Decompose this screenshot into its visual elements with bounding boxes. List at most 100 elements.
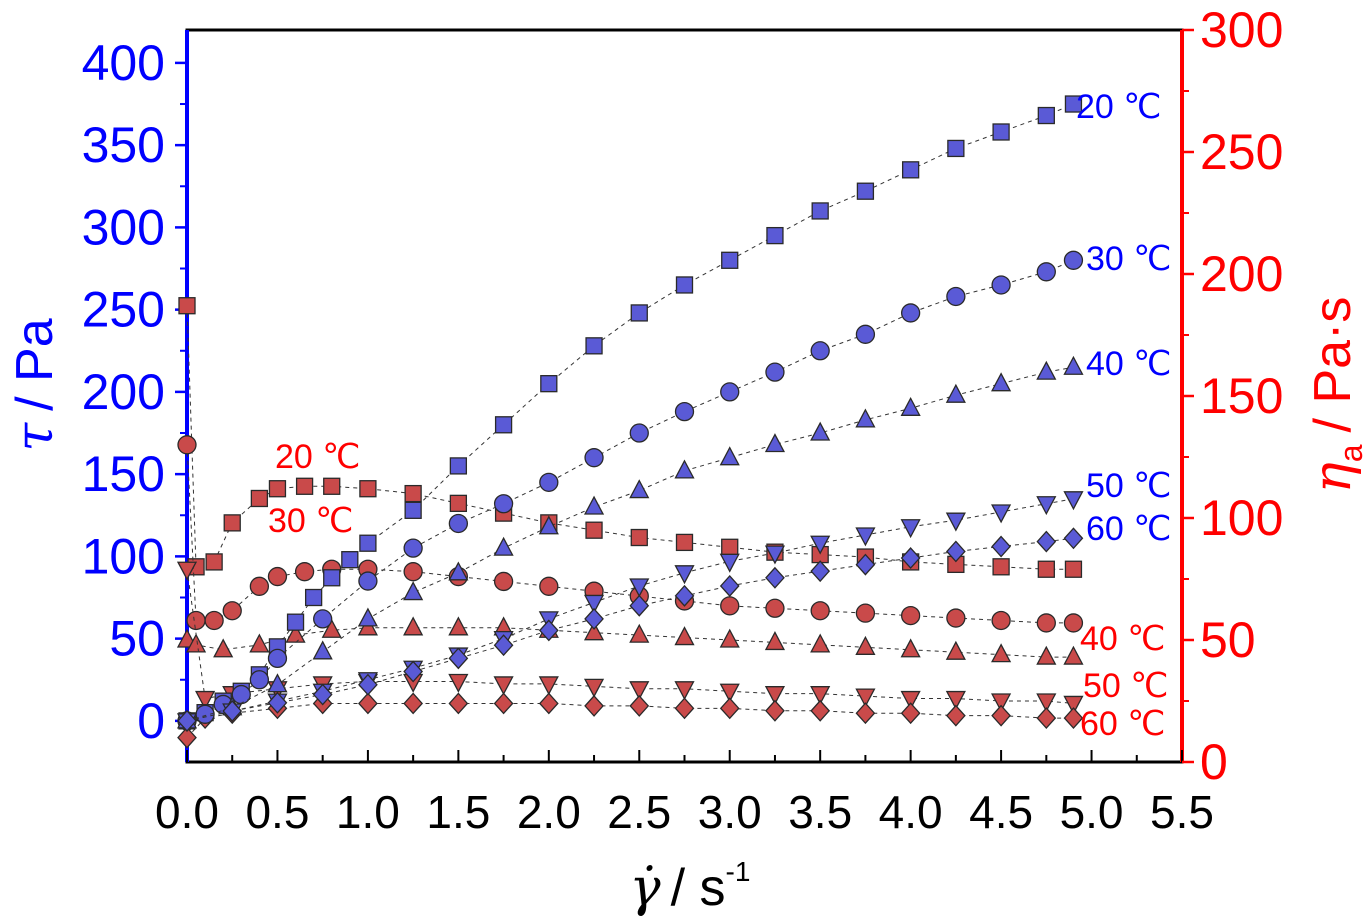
triangle-down-marker	[583, 594, 605, 614]
circle-marker	[584, 448, 604, 468]
triangle-down-marker	[719, 553, 740, 573]
circle-marker	[900, 303, 921, 323]
circle-marker	[855, 603, 876, 623]
circle-marker	[946, 608, 966, 628]
circle-marker	[720, 382, 740, 402]
circle-marker	[177, 435, 197, 455]
triangle-up-marker	[945, 640, 966, 660]
y-right-tick-label: 100	[1200, 490, 1283, 546]
square-marker	[721, 251, 739, 269]
viscosity-series-2	[176, 616, 1084, 665]
square-marker	[359, 480, 377, 498]
x-tick-label: 2.5	[607, 786, 671, 838]
axis-ticks: 0.0 0.5 1.0 1.5 2.0 2.5 3.0 3.5 4.0 4.5 5.0 5.50501…	[82, 2, 1284, 838]
square-marker	[1037, 560, 1055, 578]
diamond-marker	[719, 575, 740, 597]
diamond-marker	[855, 553, 876, 576]
x-unit: / s	[671, 859, 726, 917]
y-right-tick-label: 200	[1200, 246, 1283, 302]
triangle-up-marker	[1063, 355, 1084, 375]
circle-marker	[267, 566, 288, 587]
triangle-up-marker	[249, 633, 270, 653]
shear-stress-series-2	[176, 355, 1084, 729]
viscosity-series-4	[177, 692, 1084, 749]
y-right-symbol: η	[1303, 462, 1363, 493]
diamond-marker	[810, 560, 831, 583]
y-right-tick-label: 0	[1200, 734, 1228, 790]
y-left-tick-label: 400	[82, 35, 165, 91]
diamond-marker	[177, 726, 197, 749]
triangle-up-marker	[583, 621, 605, 641]
triangle-up-marker	[855, 635, 876, 655]
circle-marker	[186, 610, 206, 631]
shear-stress-series-line	[186, 366, 1074, 722]
y-left-tick-label: 150	[82, 446, 165, 502]
y-left-tick-label: 100	[82, 528, 165, 584]
square-marker	[811, 202, 829, 220]
triangle-up-marker	[267, 673, 288, 693]
square-marker	[856, 182, 875, 200]
circle-marker	[403, 538, 423, 558]
viscosity-series-label: 20 ℃	[275, 438, 360, 476]
triangle-up-marker	[312, 640, 333, 660]
triangle-down-marker	[629, 578, 650, 598]
circle-marker	[249, 670, 270, 690]
diamond-marker	[538, 619, 559, 642]
triangle-down-marker	[195, 690, 216, 710]
triangle-down-marker	[538, 676, 559, 696]
square-marker	[721, 538, 739, 556]
circle-marker	[267, 648, 288, 669]
shear-stress-series-1	[177, 250, 1084, 731]
viscosity-series-line	[186, 569, 1074, 704]
triangle-down-marker	[583, 678, 605, 698]
circle-marker	[403, 562, 423, 582]
triangle-up-marker	[403, 616, 424, 636]
diamond-marker	[448, 647, 469, 670]
x-tick-label: 4.5	[969, 786, 1033, 838]
triangle-up-marker	[991, 643, 1012, 663]
diamond-marker	[991, 704, 1011, 727]
square-marker	[494, 416, 513, 434]
triangle-down-marker	[1063, 695, 1084, 715]
y-left-unit: / Pa	[6, 318, 64, 411]
y-right-axis-label: ηa / Pa·s	[1303, 297, 1369, 494]
circle-marker	[222, 601, 242, 621]
triangle-up-marker	[357, 607, 378, 627]
circle-marker	[1036, 262, 1056, 282]
triangle-up-marker	[900, 638, 921, 658]
diamond-marker	[584, 694, 604, 717]
shear-stress-series-label: 30 ℃	[1086, 240, 1171, 278]
diamond-marker	[1036, 707, 1057, 730]
triangle-up-marker	[900, 396, 921, 416]
triangle-down-marker	[1063, 491, 1084, 511]
diamond-marker	[674, 584, 695, 607]
square-marker	[675, 533, 694, 552]
square-marker	[268, 480, 287, 498]
triangle-up-marker	[213, 638, 234, 658]
shear-stress-series-label: 20 ℃	[1076, 88, 1161, 126]
x-symbol: γ̇	[630, 858, 662, 918]
circle-marker	[493, 494, 514, 514]
triangle-up-marker	[945, 383, 966, 403]
triangle-up-marker	[764, 433, 786, 453]
diamond-marker	[403, 660, 424, 683]
triangle-up-marker	[810, 421, 831, 441]
diamond-marker	[765, 699, 785, 722]
square-marker	[585, 521, 603, 539]
y-left-tick-label: 0	[137, 693, 165, 749]
viscosity-series-line	[186, 702, 1074, 738]
triangle-down-marker	[945, 512, 966, 532]
x-tick-label: 1.5	[426, 786, 490, 838]
diamond-marker	[719, 697, 740, 720]
triangle-up-marker	[403, 581, 424, 601]
triangle-down-marker	[1036, 693, 1057, 713]
triangle-up-marker	[629, 479, 650, 499]
diamond-marker	[945, 704, 966, 727]
viscosity-series-label: 30 ℃	[268, 502, 353, 540]
diamond-marker	[448, 692, 469, 715]
x-axis-label: γ̇ / s-1	[630, 856, 751, 918]
shear-stress-series-line	[186, 103, 1074, 722]
triangle-down-marker	[945, 690, 966, 710]
circle-marker	[991, 275, 1011, 295]
triangle-down-marker	[674, 565, 695, 585]
